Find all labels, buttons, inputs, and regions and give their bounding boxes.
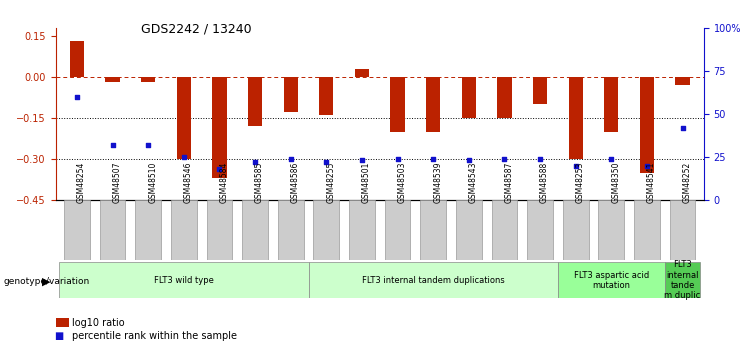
FancyBboxPatch shape: [136, 200, 161, 260]
FancyBboxPatch shape: [670, 200, 695, 260]
Text: GSM48503: GSM48503: [398, 161, 407, 203]
Bar: [70, 41, 84, 77]
FancyBboxPatch shape: [59, 262, 308, 298]
Point: [285, 156, 296, 161]
FancyBboxPatch shape: [308, 262, 558, 298]
FancyBboxPatch shape: [64, 200, 90, 260]
Text: GSM48255: GSM48255: [326, 162, 336, 203]
Point: [463, 158, 475, 163]
Text: GSM48507: GSM48507: [113, 161, 122, 203]
Bar: [284, 77, 298, 112]
Bar: [676, 77, 690, 85]
Bar: [391, 77, 405, 132]
Text: FLT3
internal
tande
m duplic: FLT3 internal tande m duplic: [665, 260, 701, 300]
Text: GSM48254: GSM48254: [77, 162, 86, 203]
Bar: [248, 77, 262, 126]
FancyBboxPatch shape: [558, 262, 665, 298]
Bar: [604, 77, 619, 132]
FancyBboxPatch shape: [491, 200, 517, 260]
Bar: [105, 77, 120, 82]
Bar: [426, 77, 440, 132]
Point: [677, 125, 688, 130]
Text: GSM48252: GSM48252: [682, 162, 691, 203]
Text: GSM48510: GSM48510: [148, 162, 157, 203]
Text: GSM48586: GSM48586: [290, 162, 299, 203]
FancyBboxPatch shape: [207, 200, 232, 260]
Text: GSM48584: GSM48584: [219, 162, 228, 203]
Point: [213, 166, 225, 172]
FancyBboxPatch shape: [242, 200, 268, 260]
Text: ■: ■: [54, 332, 63, 341]
Bar: [639, 77, 654, 173]
FancyBboxPatch shape: [349, 200, 375, 260]
Bar: [462, 77, 476, 118]
Text: GSM48253: GSM48253: [576, 162, 585, 203]
Text: FLT3 wild type: FLT3 wild type: [154, 276, 213, 285]
FancyBboxPatch shape: [171, 200, 196, 260]
FancyBboxPatch shape: [100, 200, 125, 260]
Text: GSM48587: GSM48587: [505, 162, 514, 203]
Point: [142, 142, 154, 148]
Text: GSM48585: GSM48585: [255, 162, 264, 203]
Text: GSM48543: GSM48543: [469, 161, 478, 203]
FancyBboxPatch shape: [385, 200, 411, 260]
Text: log10 ratio: log10 ratio: [72, 318, 124, 327]
FancyBboxPatch shape: [528, 200, 553, 260]
Point: [178, 154, 190, 160]
Bar: [497, 77, 511, 118]
Text: percentile rank within the sample: percentile rank within the sample: [72, 332, 237, 341]
Point: [107, 142, 119, 148]
FancyBboxPatch shape: [278, 200, 304, 260]
Point: [570, 163, 582, 168]
FancyBboxPatch shape: [563, 200, 588, 260]
FancyBboxPatch shape: [599, 200, 624, 260]
Text: genotype/variation: genotype/variation: [4, 277, 90, 286]
Text: GDS2242 / 13240: GDS2242 / 13240: [141, 22, 251, 36]
Text: GSM48541: GSM48541: [647, 162, 656, 203]
Point: [71, 94, 83, 99]
Text: GSM48539: GSM48539: [433, 161, 442, 203]
Point: [356, 158, 368, 163]
Point: [428, 156, 439, 161]
Text: ▶: ▶: [42, 276, 51, 286]
Text: GSM48546: GSM48546: [184, 161, 193, 203]
Point: [320, 159, 332, 165]
Text: FLT3 aspartic acid
mutation: FLT3 aspartic acid mutation: [574, 270, 649, 290]
FancyBboxPatch shape: [420, 200, 446, 260]
FancyBboxPatch shape: [665, 262, 700, 298]
Text: GSM48588: GSM48588: [540, 162, 549, 203]
Point: [605, 156, 617, 161]
Bar: [176, 77, 191, 159]
FancyBboxPatch shape: [456, 200, 482, 260]
Bar: [533, 77, 547, 104]
Point: [641, 163, 653, 168]
Bar: [568, 77, 583, 159]
Point: [499, 156, 511, 161]
Bar: [213, 77, 227, 178]
Bar: [355, 69, 369, 77]
Text: FLT3 internal tandem duplications: FLT3 internal tandem duplications: [362, 276, 505, 285]
Bar: [141, 77, 156, 82]
Point: [249, 159, 261, 165]
FancyBboxPatch shape: [634, 200, 659, 260]
Bar: [319, 77, 333, 115]
Text: GSM48501: GSM48501: [362, 162, 371, 203]
FancyBboxPatch shape: [313, 200, 339, 260]
Point: [392, 156, 404, 161]
Point: [534, 156, 546, 161]
Text: GSM48350: GSM48350: [611, 161, 620, 203]
